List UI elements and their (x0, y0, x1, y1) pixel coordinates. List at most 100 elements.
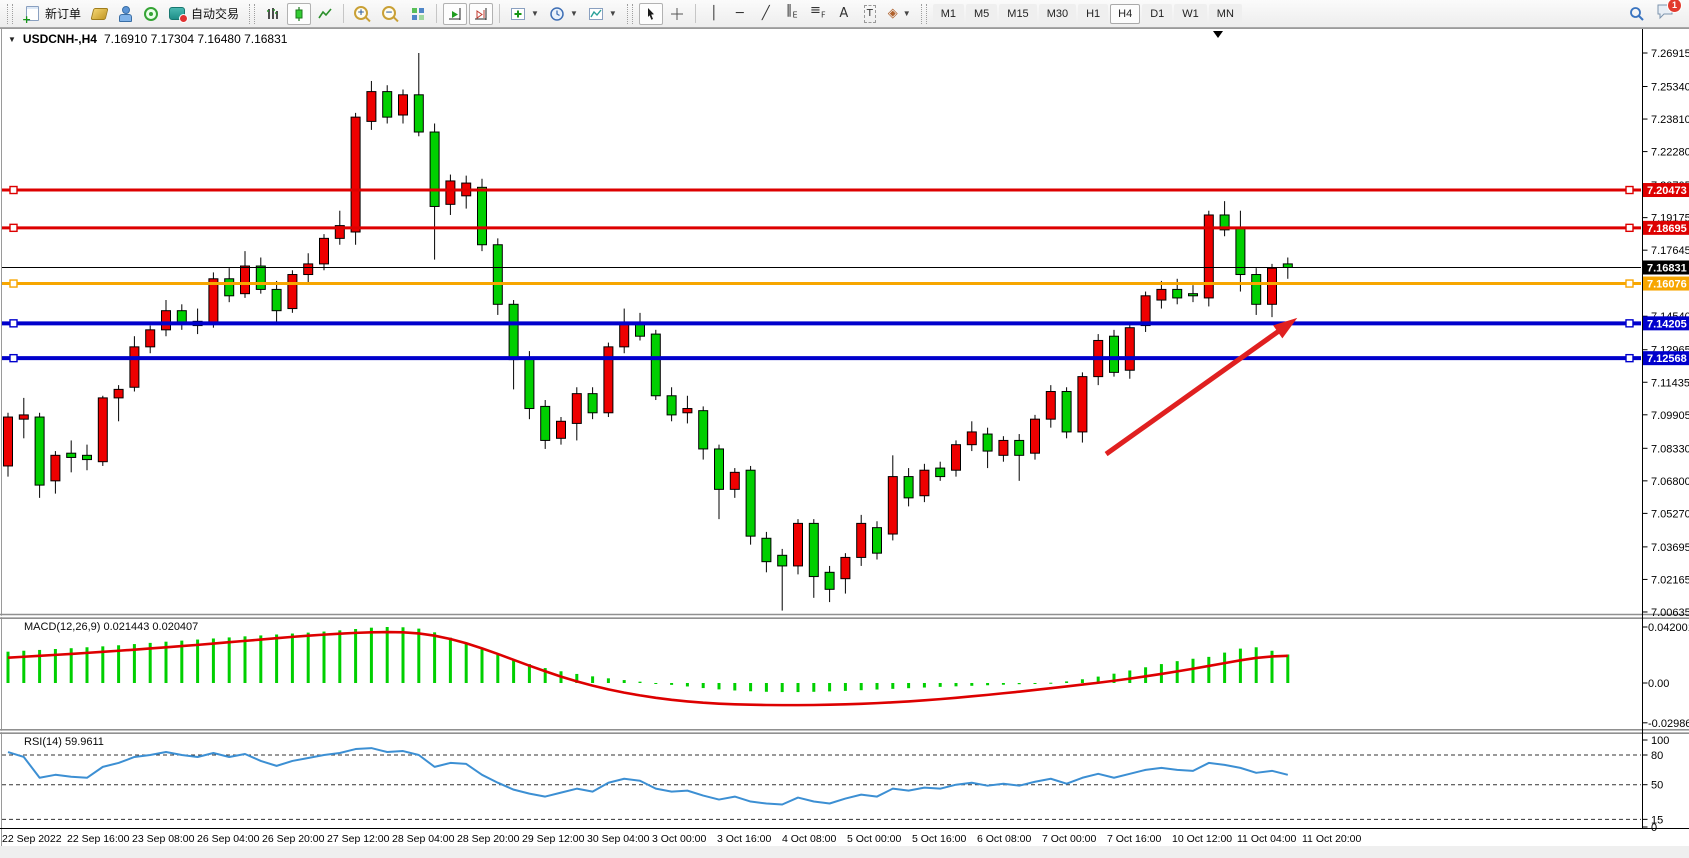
chart-canvas[interactable]: 7.269157.253407.238107.222807.207057.191… (0, 28, 1689, 858)
chart-window[interactable]: 7.269157.253407.238107.222807.207057.191… (0, 28, 1689, 858)
text-label-button[interactable]: T (858, 3, 882, 25)
toolbar-separator (694, 4, 696, 23)
time-axis-label: 23 Sep 08:00 (132, 833, 195, 845)
time-axis-label: 6 Oct 08:00 (977, 833, 1031, 845)
profile-button[interactable] (113, 3, 137, 25)
line-handle[interactable] (9, 353, 18, 363)
time-axis-label: 10 Oct 12:00 (1172, 833, 1232, 845)
zoom-in-button[interactable] (350, 3, 376, 25)
templates-button[interactable]: ▼ (584, 3, 621, 25)
zoom-out-button[interactable] (378, 3, 404, 25)
timeframe-button-MN[interactable]: MN (1208, 3, 1242, 24)
time-axis-label: 22 Sep 2022 (2, 833, 62, 845)
line-handle[interactable] (9, 185, 18, 195)
new-order-icon (22, 6, 39, 25)
chart-shift-marker[interactable] (1213, 31, 1223, 38)
timeframe-button-W1[interactable]: W1 (1174, 3, 1207, 24)
chart-symbol: USDCNH-,H4 (22, 32, 97, 46)
timeframe-button-H4[interactable]: H4 (1110, 3, 1141, 24)
chat-button[interactable]: 1 (1656, 0, 1682, 25)
price-label-text: 7.20473 (1647, 185, 1687, 197)
timeframe-button-H1[interactable]: H1 (1078, 3, 1109, 24)
rsi-tick-label: 15 (1651, 814, 1663, 826)
horizontal-line-button[interactable]: ─ (728, 3, 752, 25)
chart-shift-button[interactable] (469, 2, 494, 25)
line-handle[interactable] (9, 279, 18, 288)
toolbar-grip[interactable] (920, 3, 927, 24)
timeframe-button-D1[interactable]: D1 (1142, 3, 1173, 24)
cursor-button[interactable] (638, 2, 663, 25)
trendline-button[interactable]: ╱ (754, 3, 778, 25)
periods-button[interactable]: ▼ (545, 3, 582, 25)
timeframe-button-M5[interactable]: M5 (966, 3, 998, 24)
new-order-label: 新订单 (45, 7, 82, 21)
candles-layer (3, 53, 1293, 611)
line-handle[interactable] (1625, 185, 1634, 195)
auto-scroll-icon (449, 7, 461, 20)
line-handle[interactable] (1625, 223, 1634, 233)
price-tick-label: 7.23810 (1651, 114, 1689, 126)
indicators-button[interactable]: ▼ (506, 3, 543, 25)
signals-button[interactable] (139, 3, 163, 25)
time-axis-label: 30 Sep 04:00 (587, 833, 650, 845)
price-label (1643, 183, 1689, 198)
channel-button[interactable]: ∥E (780, 3, 804, 25)
rsi-line (7, 747, 1289, 806)
time-axis-label: 28 Sep 20:00 (457, 833, 520, 845)
zoom-in-icon (354, 5, 369, 20)
rsi-tick-label: 0 (1651, 822, 1657, 834)
auto-trading-button[interactable]: 自动交易 (165, 3, 243, 25)
line-handle[interactable] (1625, 279, 1634, 288)
line-handle[interactable] (9, 223, 18, 233)
price-label (1643, 260, 1689, 275)
time-axis-label: 27 Sep 12:00 (327, 833, 390, 845)
chevron-down-icon: ▼ (608, 9, 617, 18)
bar-chart-button[interactable] (261, 3, 285, 25)
arrows-button[interactable]: ◈ ▼ (884, 3, 915, 25)
cursor-icon (647, 7, 654, 20)
toolbar-grip[interactable] (7, 3, 13, 24)
notification-badge: 1 (1667, 0, 1682, 13)
timeframe-button-M1[interactable]: M1 (932, 3, 964, 24)
time-axis-label: 5 Oct 00:00 (847, 833, 901, 845)
history-icon (90, 7, 109, 20)
chart-title: ▼ USDCNH-,H4 7.16910 7.17304 7.16480 7.1… (8, 32, 287, 46)
auto-trading-icon (169, 7, 189, 23)
time-axis-label: 11 Oct 20:00 (1302, 833, 1362, 845)
time-axis-label: 7 Oct 16:00 (1107, 833, 1161, 845)
bottom-strip (0, 846, 1689, 858)
search-icon[interactable] (1628, 5, 1646, 23)
symbol-dropdown-icon[interactable]: ▼ (8, 34, 16, 44)
new-order-button[interactable]: 新订单 (19, 3, 85, 25)
timeframe-button-M30[interactable]: M30 (1038, 3, 1077, 24)
bar-chart-icon (267, 7, 278, 19)
candlestick-chart-button[interactable] (287, 2, 312, 25)
templates-icon (588, 7, 603, 20)
timeframe-button-M15[interactable]: M15 (999, 3, 1037, 24)
vertical-line-button[interactable]: │ (702, 3, 726, 25)
profile-icon (118, 6, 133, 22)
line-handle[interactable] (9, 319, 18, 328)
tile-windows-button[interactable] (406, 3, 430, 25)
toolbar-separator (499, 4, 501, 23)
text-button[interactable]: A (832, 3, 856, 25)
history-button[interactable] (87, 3, 111, 25)
macd-tick-label: -0.029864 (1648, 718, 1689, 730)
crosshair-button[interactable] (665, 3, 689, 25)
vline-icon: │ (709, 5, 718, 21)
price-tick-label: 7.00635 (1651, 607, 1689, 619)
line-handle[interactable] (1625, 319, 1634, 328)
line-chart-button[interactable] (313, 3, 337, 25)
price-label-text: 7.14205 (1647, 318, 1687, 330)
rsi-tick-label: 80 (1651, 750, 1663, 762)
trend-arrow[interactable] (1104, 322, 1289, 457)
line-handle[interactable] (1625, 353, 1634, 363)
toolbar-grip[interactable] (249, 3, 256, 24)
chevron-down-icon: ▼ (902, 9, 911, 18)
time-axis-label: 22 Sep 16:00 (67, 833, 130, 845)
macd-tick-label: 0.00 (1648, 678, 1669, 690)
fibonacci-button[interactable]: ≡F (806, 3, 830, 25)
toolbar-grip[interactable] (626, 3, 633, 24)
zoom-out-icon (382, 5, 397, 20)
auto-scroll-button[interactable] (443, 2, 468, 25)
